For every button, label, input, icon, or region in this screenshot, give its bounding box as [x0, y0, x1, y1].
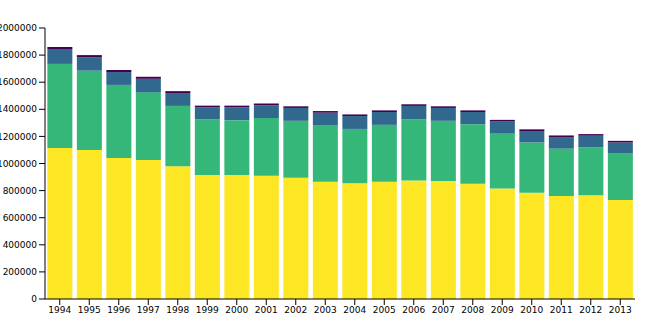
svg-text:1999: 1999 — [196, 305, 219, 315]
svg-text:1997: 1997 — [137, 305, 160, 315]
svg-text:2006: 2006 — [402, 305, 425, 315]
svg-text:2008: 2008 — [461, 305, 484, 315]
svg-text:1996: 1996 — [107, 305, 130, 315]
svg-text:2009: 2009 — [491, 305, 514, 315]
svg-text:1600000: 1600000 — [8, 77, 37, 87]
svg-text:2003: 2003 — [314, 305, 337, 315]
svg-text:200000: 200000 — [8, 267, 37, 277]
svg-text:2007: 2007 — [432, 305, 455, 315]
svg-text:1998: 1998 — [166, 305, 189, 315]
svg-text:0: 0 — [31, 294, 37, 304]
svg-text:2012: 2012 — [579, 305, 602, 315]
svg-text:2011: 2011 — [550, 305, 573, 315]
svg-text:1994: 1994 — [48, 305, 71, 315]
svg-text:1995: 1995 — [78, 305, 101, 315]
svg-text:2010: 2010 — [520, 305, 543, 315]
svg-text:600000: 600000 — [8, 213, 37, 223]
svg-text:1000000: 1000000 — [8, 159, 37, 169]
svg-text:2005: 2005 — [373, 305, 396, 315]
svg-text:1200000: 1200000 — [8, 132, 37, 142]
svg-text:400000: 400000 — [8, 240, 37, 250]
svg-text:2013: 2013 — [609, 305, 632, 315]
svg-text:2000000: 2000000 — [8, 23, 37, 33]
svg-text:2001: 2001 — [255, 305, 278, 315]
svg-text:800000: 800000 — [8, 186, 37, 196]
svg-text:1400000: 1400000 — [8, 104, 37, 114]
svg-text:2000: 2000 — [225, 305, 248, 315]
svg-text:2004: 2004 — [343, 305, 366, 315]
svg-text:1800000: 1800000 — [8, 50, 37, 60]
svg-text:2002: 2002 — [284, 305, 307, 315]
